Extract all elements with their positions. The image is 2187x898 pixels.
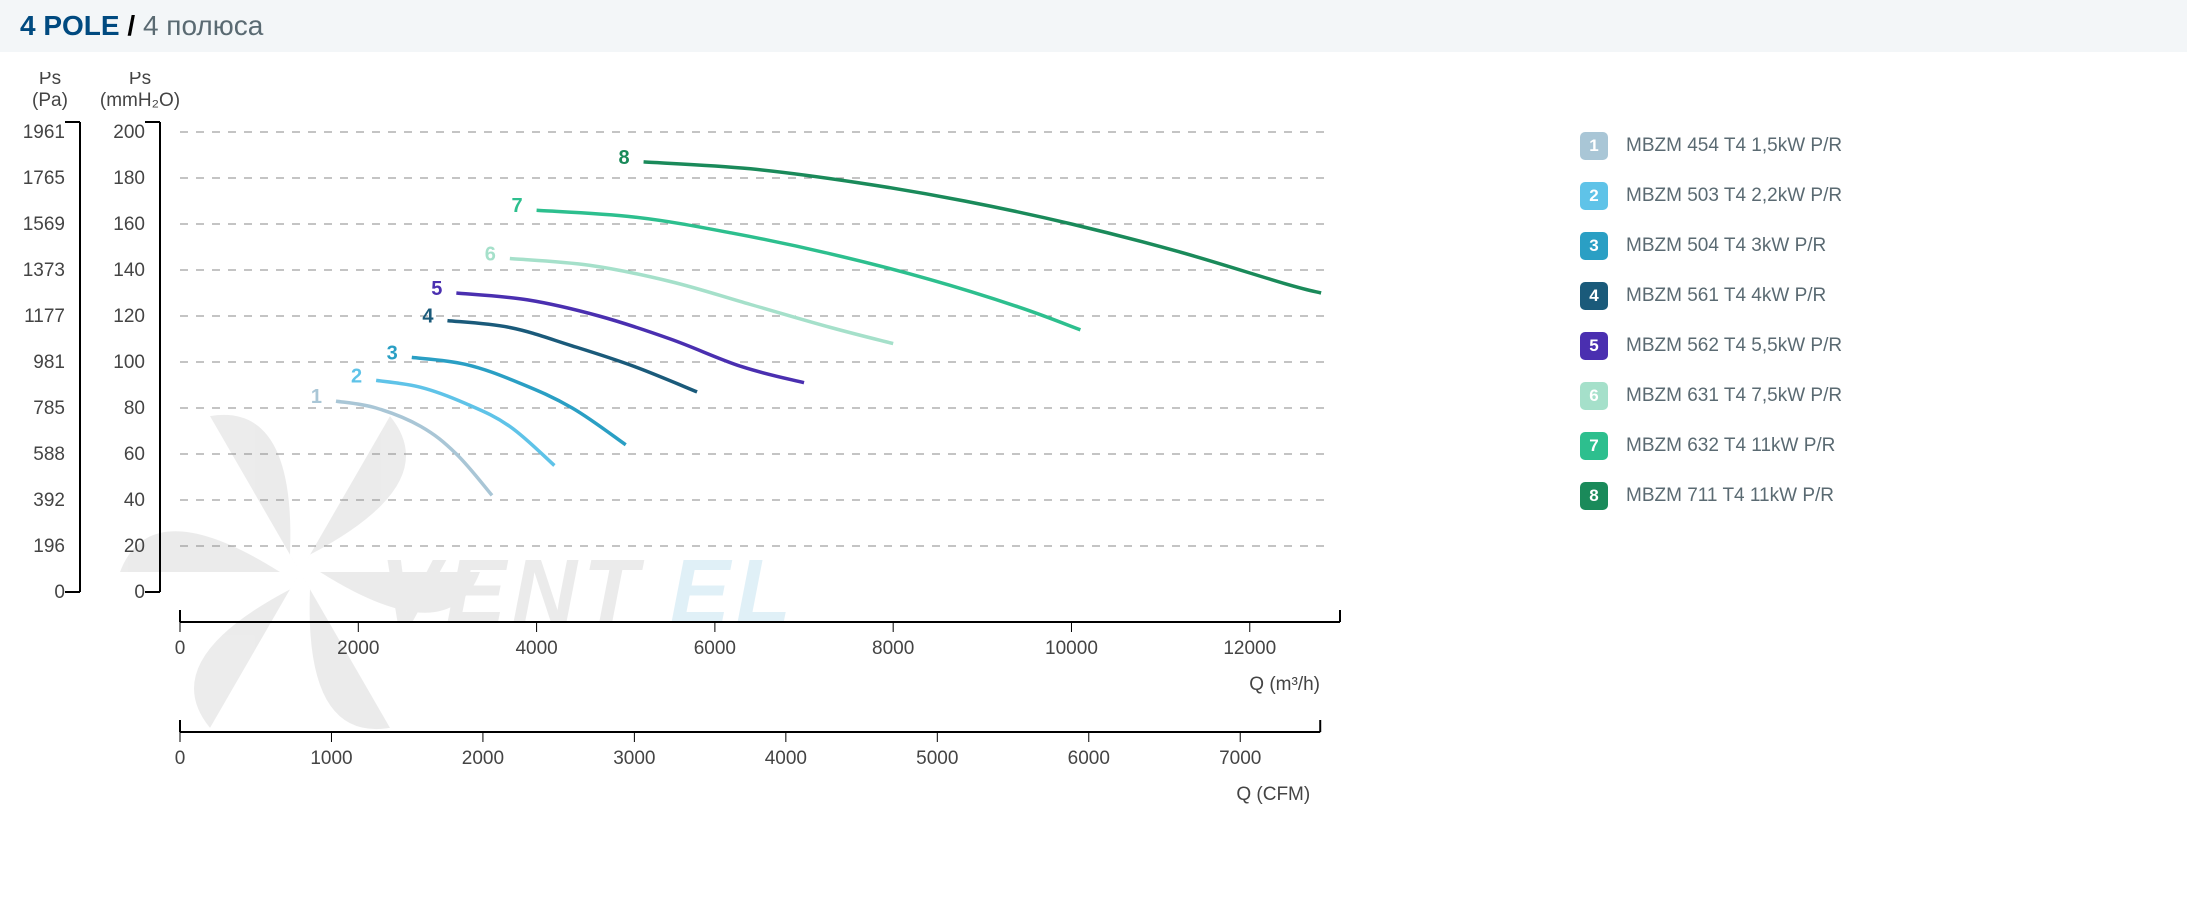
svg-text:40: 40 — [124, 490, 145, 511]
legend-label-2: MBZM 503 T4 2,2kW P/R — [1626, 185, 1842, 207]
legend-item-7: 7 MBZM 632 T4 11kW P/R — [1580, 432, 1842, 460]
svg-text:Ps: Ps — [129, 72, 151, 89]
svg-text:1177: 1177 — [24, 306, 65, 327]
legend-swatch-5: 5 — [1580, 332, 1608, 360]
svg-text:120: 120 — [113, 306, 145, 327]
svg-text:10000: 10000 — [1045, 638, 1098, 659]
legend-item-1: 1 MBZM 454 T4 1,5kW P/R — [1580, 132, 1842, 160]
title-primary: 4 POLE — [20, 10, 120, 41]
svg-text:160: 160 — [113, 214, 145, 235]
legend-item-2: 2 MBZM 503 T4 2,2kW P/R — [1580, 182, 1842, 210]
curve-label-2: 2 — [351, 365, 362, 387]
legend-item-6: 6 MBZM 631 T4 7,5kW P/R — [1580, 382, 1842, 410]
legend-label-7: MBZM 632 T4 11kW P/R — [1626, 435, 1835, 457]
svg-text:80: 80 — [124, 398, 145, 419]
curve-label-7: 7 — [511, 195, 522, 217]
curve-4 — [447, 321, 697, 392]
legend-item-3: 3 MBZM 504 T4 3kW P/R — [1580, 232, 1842, 260]
svg-text:785: 785 — [33, 398, 65, 419]
svg-text:60: 60 — [124, 444, 145, 465]
legend-swatch-8: 8 — [1580, 482, 1608, 510]
svg-text:6000: 6000 — [1068, 748, 1110, 769]
svg-text:7000: 7000 — [1219, 748, 1261, 769]
legend: 1 MBZM 454 T4 1,5kW P/R 2 MBZM 503 T4 2,2kW… — [1520, 72, 1842, 852]
legend-item-5: 5 MBZM 562 T4 5,5kW P/R — [1580, 332, 1842, 360]
svg-text:0: 0 — [134, 582, 145, 603]
svg-text:(Pa): (Pa) — [32, 90, 68, 111]
svg-text:392: 392 — [33, 490, 65, 511]
svg-text:Q (m³/h): Q (m³/h) — [1249, 674, 1320, 695]
legend-label-3: MBZM 504 T4 3kW P/R — [1626, 235, 1826, 257]
svg-text:200: 200 — [113, 122, 145, 143]
legend-label-1: MBZM 454 T4 1,5kW P/R — [1626, 135, 1842, 157]
title-secondary: 4 полюса — [143, 10, 263, 41]
legend-swatch-3: 3 — [1580, 232, 1608, 260]
svg-text:100: 100 — [113, 352, 145, 373]
svg-text:588: 588 — [33, 444, 65, 465]
legend-item-8: 8 MBZM 711 T4 11kW P/R — [1580, 482, 1842, 510]
curve-label-5: 5 — [431, 278, 442, 300]
svg-text:4000: 4000 — [765, 748, 807, 769]
curve-label-4: 4 — [422, 306, 434, 328]
watermark: VENTEL — [120, 415, 797, 729]
legend-swatch-6: 6 — [1580, 382, 1608, 410]
curve-8 — [644, 162, 1322, 293]
svg-text:VENT: VENT — [380, 542, 645, 642]
svg-text:Ps: Ps — [39, 72, 61, 89]
svg-text:140: 140 — [113, 260, 145, 281]
title-bar: 4 POLE / 4 полюса — [0, 0, 2187, 52]
curve-6 — [510, 259, 893, 344]
svg-text:8000: 8000 — [872, 638, 914, 659]
legend-swatch-4: 4 — [1580, 282, 1608, 310]
curve-label-3: 3 — [387, 342, 398, 364]
legend-swatch-7: 7 — [1580, 432, 1608, 460]
svg-text:5000: 5000 — [916, 748, 958, 769]
svg-text:1000: 1000 — [310, 748, 352, 769]
svg-text:6000: 6000 — [694, 638, 736, 659]
svg-text:0: 0 — [54, 582, 65, 603]
chart-area: VENTEL0196392588785981117713731569176519… — [0, 72, 1520, 852]
legend-label-5: MBZM 562 T4 5,5kW P/R — [1626, 335, 1842, 357]
svg-text:1765: 1765 — [23, 168, 65, 189]
svg-text:2000: 2000 — [462, 748, 504, 769]
legend-label-8: MBZM 711 T4 11kW P/R — [1626, 485, 1834, 507]
svg-text:0: 0 — [175, 748, 186, 769]
legend-label-6: MBZM 631 T4 7,5kW P/R — [1626, 385, 1842, 407]
curve-label-1: 1 — [311, 386, 322, 408]
svg-text:EL: EL — [670, 542, 797, 642]
title-separator: / — [120, 10, 143, 41]
legend-item-4: 4 MBZM 561 T4 4kW P/R — [1580, 282, 1842, 310]
svg-text:1961: 1961 — [23, 122, 65, 143]
svg-text:0: 0 — [175, 638, 186, 659]
curve-label-6: 6 — [485, 244, 496, 266]
svg-text:196: 196 — [33, 536, 65, 557]
fan-performance-chart: VENTEL0196392588785981117713731569176519… — [0, 72, 1520, 852]
svg-text:4000: 4000 — [515, 638, 557, 659]
svg-text:2000: 2000 — [337, 638, 379, 659]
svg-text:1569: 1569 — [23, 214, 65, 235]
svg-text:Q (CFM): Q (CFM) — [1236, 784, 1310, 805]
content: VENTEL0196392588785981117713731569176519… — [0, 52, 2187, 872]
svg-text:3000: 3000 — [613, 748, 655, 769]
legend-swatch-1: 1 — [1580, 132, 1608, 160]
svg-text:20: 20 — [124, 536, 145, 557]
svg-text:981: 981 — [33, 352, 65, 373]
legend-label-4: MBZM 561 T4 4kW P/R — [1626, 285, 1826, 307]
svg-text:12000: 12000 — [1223, 638, 1276, 659]
svg-text:1373: 1373 — [23, 260, 65, 281]
curve-label-8: 8 — [618, 147, 629, 169]
svg-text:180: 180 — [113, 168, 145, 189]
svg-text:(mmH₂O): (mmH₂O) — [100, 90, 180, 111]
legend-swatch-2: 2 — [1580, 182, 1608, 210]
